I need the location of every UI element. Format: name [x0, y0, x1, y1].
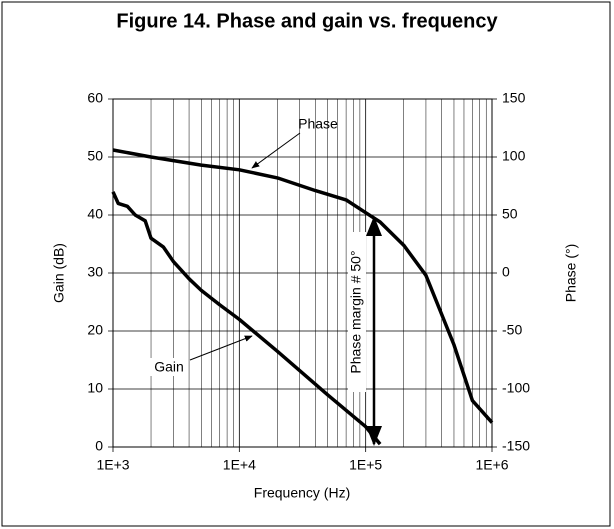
annotation-arrow — [251, 132, 301, 169]
x-tick-label: 1E+3 — [96, 457, 129, 473]
annotation-bg — [150, 358, 188, 376]
x-tick-label: 1E+5 — [349, 457, 382, 473]
y2-tick-label: 100 — [502, 148, 526, 164]
series-line — [112, 148, 494, 424]
y-tick-label: 0 — [95, 438, 103, 454]
annotation-bg — [348, 232, 366, 392]
x-axis-label: Frequency (Hz) — [254, 485, 350, 501]
y2-tick-label: -50 — [502, 322, 522, 338]
chart-title: Figure 14. Phase and gain vs. frequency — [116, 10, 498, 32]
annotation: Phase — [298, 116, 338, 132]
x-tick-label: 1E+6 — [475, 457, 508, 473]
annotation-arrow — [189, 335, 253, 361]
y2-tick-label: 50 — [502, 206, 518, 222]
y-tick-label: 40 — [87, 206, 103, 222]
y2-axis-label: Phase (°) — [563, 244, 579, 303]
y-tick-label: 60 — [87, 90, 103, 106]
y-tick-label: 50 — [87, 148, 103, 164]
y2-tick-label: -150 — [502, 438, 530, 454]
y2-tick-label: 150 — [502, 90, 526, 106]
annotation: Phase margin # 50° — [348, 250, 364, 373]
y-axis-label: Gain (dB) — [51, 243, 67, 303]
plot-border — [112, 98, 493, 448]
y2-tick-label: 0 — [502, 264, 510, 280]
x-tick-label: 1E+4 — [223, 457, 256, 473]
y2-tick-label: -100 — [502, 380, 530, 396]
series-line — [111, 191, 382, 446]
annotation: Gain — [154, 359, 184, 375]
y-tick-label: 30 — [87, 264, 103, 280]
y-tick-label: 10 — [87, 380, 103, 396]
y-tick-label: 20 — [87, 322, 103, 338]
